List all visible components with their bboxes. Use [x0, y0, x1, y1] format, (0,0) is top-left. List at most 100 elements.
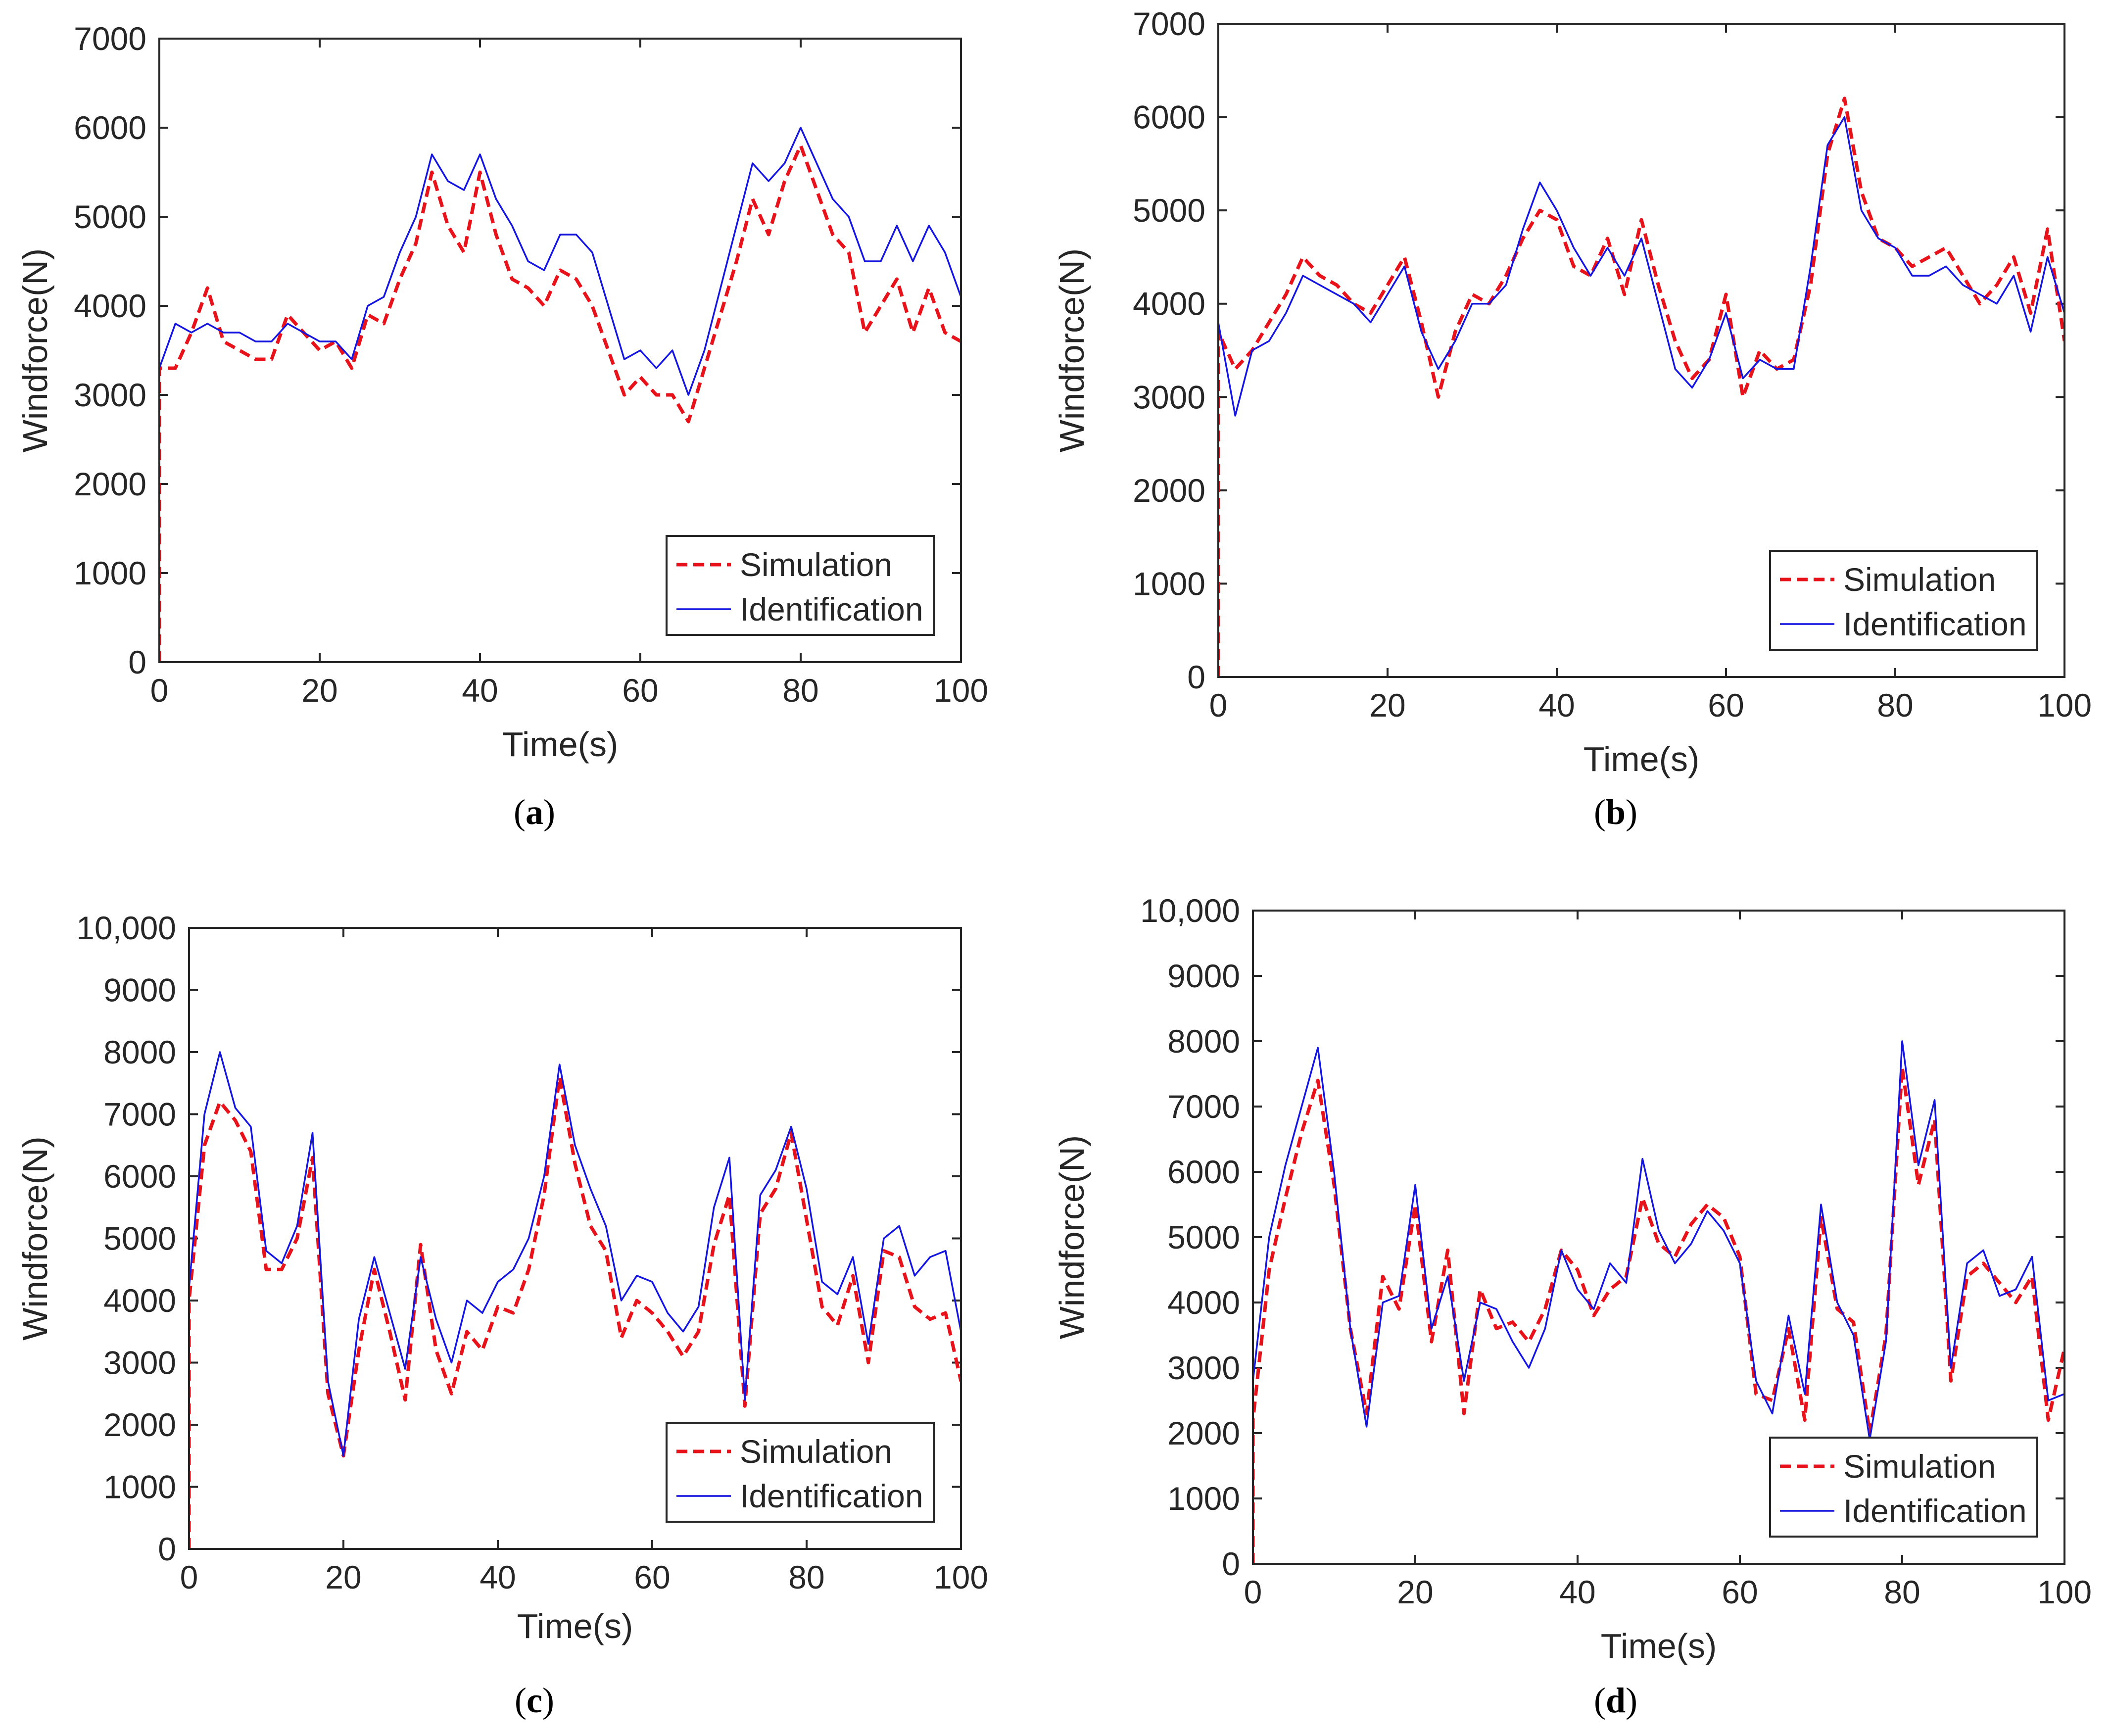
y-tick-label: 6000 — [1133, 99, 1205, 136]
legend-box — [666, 1422, 935, 1523]
y-tick-label: 0 — [1222, 1545, 1240, 1582]
legend: Simulation Identification — [1769, 550, 2038, 651]
subfigure-caption: (a) — [514, 792, 555, 832]
x-tick-label: 40 — [480, 1559, 516, 1595]
y-tick-label: 4000 — [103, 1282, 176, 1319]
y-tick-label: 8000 — [103, 1034, 176, 1070]
y-tick-label: 10,000 — [1140, 892, 1240, 929]
y-tick-label: 6000 — [1167, 1154, 1240, 1190]
legend: Simulation Identification — [1769, 1437, 2038, 1538]
caption-paren-open: ( — [1594, 1681, 1606, 1720]
x-tick-label: 0 — [1244, 1574, 1262, 1610]
x-axis-label: Time(s) — [502, 725, 619, 764]
x-axis-label: Time(s) — [1583, 740, 1700, 778]
series-line-simulation — [1253, 1065, 2064, 1564]
x-tick-label: 0 — [180, 1559, 198, 1595]
x-tick-label: 0 — [1209, 687, 1228, 723]
axes-frame — [158, 38, 962, 663]
series-line-simulation — [189, 1075, 961, 1549]
y-tick-label: 4000 — [1167, 1284, 1240, 1321]
y-tick-label: 2000 — [1167, 1415, 1240, 1451]
caption-paren-close: ) — [542, 1681, 554, 1720]
x-tick-label: 0 — [150, 672, 169, 709]
y-tick-label: 2000 — [74, 466, 146, 502]
legend-box — [1769, 550, 2038, 651]
y-tick-label: 10,000 — [76, 910, 176, 946]
y-tick-label: 0 — [158, 1531, 176, 1567]
caption-paren-close: ) — [543, 792, 555, 832]
x-axis-label: Time(s) — [1601, 1627, 1717, 1665]
chart-panel-c: 010002000300040005000600070008000900010,… — [16, 910, 988, 1720]
x-tick-label: 60 — [634, 1559, 670, 1595]
y-axis-label: Windforce(N) — [16, 248, 54, 452]
y-tick-label: 5000 — [74, 198, 146, 235]
series-line-simulation — [1218, 96, 2064, 677]
caption-paren-open: ( — [515, 1681, 527, 1720]
y-tick-label: 1000 — [1133, 565, 1205, 602]
x-tick-label: 100 — [2037, 1574, 2092, 1610]
y-tick-label: 3000 — [1133, 379, 1205, 415]
series-line-simulation — [159, 144, 961, 662]
y-tick-label: 0 — [1187, 659, 1205, 695]
x-tick-label: 40 — [462, 672, 498, 709]
y-tick-label: 3000 — [103, 1345, 176, 1381]
caption-paren-close: ) — [1626, 792, 1637, 832]
legend-label-simulation: Simulation — [740, 546, 892, 583]
legend: Simulation Identification — [666, 1422, 935, 1523]
y-tick-label: 1000 — [103, 1469, 176, 1505]
caption-paren-open: ( — [514, 792, 526, 832]
x-axis-label: Time(s) — [517, 1607, 633, 1645]
x-tick-label: 100 — [2037, 687, 2092, 723]
y-tick-label: 1000 — [74, 555, 146, 591]
y-tick-label: 4000 — [74, 288, 146, 324]
caption-letter: a — [526, 792, 543, 832]
legend-box — [666, 535, 935, 636]
caption-letter: d — [1606, 1681, 1626, 1720]
y-tick-label: 5000 — [1133, 192, 1205, 229]
legend-label-simulation: Simulation — [1843, 1448, 1996, 1485]
axes-frame — [188, 927, 962, 1550]
x-tick-label: 100 — [934, 672, 988, 709]
caption-letter: c — [527, 1681, 542, 1720]
y-tick-label: 0 — [128, 644, 146, 680]
y-tick-label: 9000 — [1167, 958, 1240, 994]
axes-frame — [1252, 910, 2065, 1565]
x-tick-label: 20 — [1369, 687, 1405, 723]
legend-label-identification: Identification — [740, 591, 923, 627]
subfigure-caption: (c) — [515, 1681, 554, 1720]
x-tick-label: 40 — [1538, 687, 1575, 723]
x-tick-label: 20 — [325, 1559, 361, 1595]
y-tick-label: 2000 — [1133, 472, 1205, 509]
y-axis-label: Windforce(N) — [16, 1136, 54, 1340]
subfigure-caption: (b) — [1594, 792, 1637, 832]
caption-paren-open: ( — [1594, 792, 1606, 832]
series-line-identification — [189, 1051, 961, 1549]
caption-letter: b — [1606, 792, 1626, 832]
x-tick-label: 20 — [1397, 1574, 1433, 1610]
chart-panel-b: 0 1000 2000 3000 4000 5000 6000 7000 0 20 40 60 80 10… — [1053, 5, 2092, 832]
x-tick-label: 80 — [782, 672, 818, 709]
y-axis-label: Windforce(N) — [1053, 248, 1091, 452]
y-tick-label: 8000 — [1167, 1023, 1240, 1060]
x-tick-label: 60 — [1708, 687, 1744, 723]
legend-label-simulation: Simulation — [1843, 561, 1996, 598]
x-tick-label: 100 — [934, 1559, 988, 1595]
y-tick-label: 7000 — [1133, 5, 1205, 42]
legend-label-identification: Identification — [1843, 1493, 2027, 1529]
x-tick-label: 80 — [1877, 687, 1913, 723]
chart-panel-d: 010002000300040005000600070008000900010,… — [1053, 892, 2092, 1720]
caption-paren-close: ) — [1626, 1681, 1637, 1720]
y-tick-label: 5000 — [103, 1220, 176, 1257]
chart-panel-a: 0 1000 2000 3000 4000 5000 6000 7000 0 20 40 60 80 10… — [16, 20, 988, 832]
x-tick-label: 60 — [622, 672, 658, 709]
y-tick-label: 4000 — [1133, 286, 1205, 322]
y-tick-label: 9000 — [103, 972, 176, 1009]
series-line-identification — [1218, 116, 2064, 677]
legend: Simulation Identification — [666, 535, 935, 636]
y-tick-label: 2000 — [103, 1406, 176, 1443]
legend-box — [1769, 1437, 2038, 1538]
x-tick-label: 80 — [1884, 1574, 1920, 1610]
y-tick-label: 1000 — [1167, 1480, 1240, 1517]
series-line-identification — [1253, 1040, 2064, 1564]
